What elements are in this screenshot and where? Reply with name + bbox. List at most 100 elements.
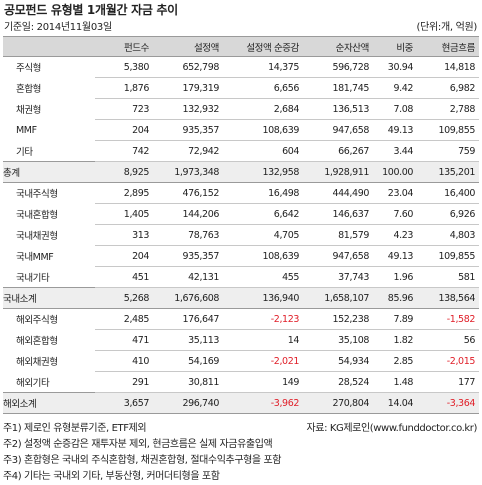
value-cell: 72,942 (153, 140, 223, 162)
header-cell-label (3, 36, 95, 57)
row-label-cell: 채권형 (3, 99, 95, 120)
value-cell: 1.48 (373, 371, 417, 393)
row-label-cell: 국내주식형 (3, 183, 95, 204)
table-row: 국내혼합형 1,405 144,206 6,642 146,637 7.60 6,926 (3, 203, 479, 225)
header-cell-share: 비중 (373, 36, 417, 57)
row-label-cell: 혼합형 (3, 78, 95, 99)
value-cell: -2,021 (223, 350, 303, 372)
table-row: 주식형 5,380 652,798 14,375 596,728 30.94 14,818 (3, 56, 479, 78)
value-cell: 30.94 (373, 56, 417, 78)
value-cell: 49.13 (373, 119, 417, 141)
value-cell: 35,113 (153, 329, 223, 351)
value-cell: 28,524 (303, 371, 373, 393)
value-cell: 1.96 (373, 266, 417, 288)
value-cell: 291 (95, 371, 153, 393)
value-cell: 179,319 (153, 77, 223, 99)
value-cell: 135,201 (417, 161, 479, 183)
value-cell: 204 (95, 245, 153, 267)
row-label: 해외채권형 (16, 357, 58, 368)
header-cell-net-change: 설정액 순증감 (223, 36, 303, 57)
footnote-text: 주2) 설정액 순증감은 재투자분 제외, 현금흐름은 실제 자금유출입액 (3, 439, 273, 450)
value-cell: 3.44 (373, 140, 417, 162)
value-cell: 56 (417, 329, 479, 351)
row-label: 국내기타 (16, 272, 50, 284)
value-cell: 49.13 (373, 245, 417, 267)
row-label: 혼합형 (16, 84, 42, 95)
value-cell: -3,962 (223, 392, 303, 414)
value-cell: 85.96 (373, 287, 417, 309)
value-cell: 947,658 (303, 245, 373, 267)
row-label: 기타 (16, 146, 33, 158)
value-cell: 1,876 (95, 77, 153, 99)
value-cell: 742 (95, 140, 153, 162)
value-cell: 3,657 (95, 392, 153, 414)
table-row: 혼합형 1,876 179,319 6,656 181,745 9.42 6,982 (3, 77, 479, 99)
total-row: 해외소계 3,657 296,740 -3,962 270,804 14.04 -3,364 (3, 392, 479, 414)
value-cell: 152,238 (303, 308, 373, 330)
row-label-cell: 국내MMF (3, 246, 95, 267)
row-label: 해외기타 (16, 377, 50, 389)
row-label-cell: MMF (3, 120, 95, 141)
value-cell: 455 (223, 266, 303, 288)
row-label-cell: 해외주식형 (3, 309, 95, 330)
value-cell: 54,169 (153, 350, 223, 372)
header-cell-fund-count: 펀드수 (95, 36, 153, 57)
value-cell: 935,357 (153, 119, 223, 141)
value-cell: -1,582 (417, 308, 479, 330)
value-cell: 759 (417, 140, 479, 162)
value-cell: 132,958 (223, 161, 303, 183)
total-row: 국내소계 5,268 1,676,608 136,940 1,658,107 85.96 1… (3, 287, 479, 309)
value-cell: 6,656 (223, 77, 303, 99)
value-cell: 2.85 (373, 350, 417, 372)
value-cell: 138,564 (417, 287, 479, 309)
value-cell: 16,400 (417, 182, 479, 204)
table-row: 해외혼합형 471 35,113 14 35,108 1.82 56 (3, 329, 479, 351)
footnote-text: 주3) 혼합형은 국내외 주식혼합형, 채권혼합형, 절대수익추구형을 포함 (3, 455, 282, 466)
row-label-cell: 해외혼합형 (3, 330, 95, 351)
report-meta: 기준일: 2014년11월03일 (단위:개, 억원) (3, 20, 479, 36)
value-cell: 176,647 (153, 308, 223, 330)
total-row: 총계 8,925 1,973,348 132,958 1,928,911 100.00 13… (3, 161, 479, 183)
value-cell: 4,803 (417, 224, 479, 246)
table-row: MMF 204 935,357 108,639 947,658 49.13 109,855 (3, 119, 479, 141)
row-label: 국내소계 (3, 294, 37, 305)
table-header: 펀드수 설정액 설정액 순증감 순자산액 비중 현금흐름 (3, 36, 479, 57)
value-cell: 7.60 (373, 203, 417, 225)
value-cell: 177 (417, 371, 479, 393)
value-cell: 146,637 (303, 203, 373, 225)
value-cell: 313 (95, 224, 153, 246)
value-cell: 109,855 (417, 119, 479, 141)
header-cell-cash-flow: 현금흐름 (417, 36, 479, 57)
value-cell: 14 (223, 329, 303, 351)
value-cell: 6,926 (417, 203, 479, 225)
row-label: 총계 (3, 168, 20, 179)
value-cell: 144,206 (153, 203, 223, 225)
footnote: 주3) 혼합형은 국내외 주식혼합형, 채권혼합형, 절대수익추구형을 포함 (3, 453, 479, 469)
value-cell: 476,152 (153, 182, 223, 204)
row-label-cell: 총계 (3, 161, 95, 183)
value-cell: 6,642 (223, 203, 303, 225)
value-cell: 723 (95, 98, 153, 120)
value-cell: 1,405 (95, 203, 153, 225)
value-cell: 204 (95, 119, 153, 141)
header-cell-net-assets: 순자산액 (303, 36, 373, 57)
row-label: 채권형 (16, 105, 42, 116)
value-cell: 109,855 (417, 245, 479, 267)
row-label: 국내채권형 (16, 231, 58, 242)
base-date: 기준일: 2014년11월03일 (4, 22, 112, 33)
value-cell: 1,973,348 (153, 161, 223, 183)
table-row: 국내MMF 204 935,357 108,639 947,658 49.13 109,85… (3, 245, 479, 267)
row-label-cell: 해외소계 (3, 392, 95, 414)
row-label-cell: 국내기타 (3, 267, 95, 288)
value-cell: 4.23 (373, 224, 417, 246)
row-label-cell: 기타 (3, 141, 95, 162)
value-cell: 451 (95, 266, 153, 288)
row-label-cell: 해외기타 (3, 372, 95, 393)
row-label: 주식형 (16, 63, 42, 75)
row-label-cell: 국내소계 (3, 287, 95, 309)
value-cell: 66,267 (303, 140, 373, 162)
value-cell: 9.42 (373, 77, 417, 99)
footnote: 주1) 제로인 유형분류기준, ETF제외 자료: KG제로인(www.fundd… (3, 421, 479, 437)
value-cell: 7.08 (373, 98, 417, 120)
value-cell: 5,268 (95, 287, 153, 309)
